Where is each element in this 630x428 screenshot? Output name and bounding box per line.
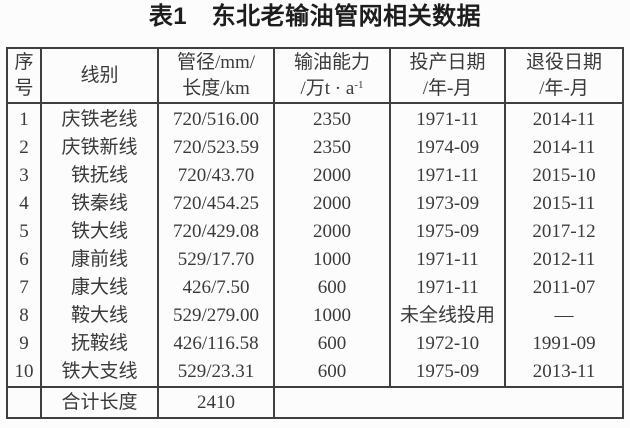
- cell-diameter-length: 426/7.50: [157, 274, 275, 302]
- cell-capacity: 2350: [273, 134, 391, 162]
- cell-seq: 9: [6, 330, 42, 358]
- table-body: 1 庆铁老线 720/516.00 2350 1971-11 2014-11 2…: [6, 103, 624, 387]
- cell-retire-date: 2014-11: [504, 134, 624, 162]
- cell-seq: 8: [6, 302, 42, 330]
- capacity-unit-superscript: -1: [354, 78, 364, 91]
- col-header-diameter-length: 管径/mm/ 长度/km: [157, 47, 275, 104]
- total-seq-empty-cell: [6, 386, 42, 419]
- cell-capacity: 600: [273, 358, 391, 387]
- col-header-commission-date: 投产日期 /年-月: [389, 47, 506, 104]
- col-header-line-name: 线别: [40, 47, 159, 104]
- table-row: 3 铁抚线 720/43.70 2000 1971-11 2015-10: [6, 162, 624, 190]
- table-row: 1 庆铁老线 720/516.00 2350 1971-11 2014-11: [6, 103, 624, 134]
- total-length-label: 合计长度: [40, 386, 159, 419]
- total-row: 合计长度 2410: [6, 386, 624, 419]
- table-row: 6 康前线 529/17.70 1000 1971-11 2012-11: [6, 246, 624, 274]
- cell-line-name: 铁抚线: [40, 162, 159, 190]
- pipeline-data-table: 序 号 线别 管径/mm/ 长度/km 输油能力 /万t · a-1 投产日期 …: [6, 47, 624, 419]
- col-header-capacity: 输油能力 /万t · a-1: [273, 47, 391, 104]
- cell-capacity: 2000: [273, 162, 391, 190]
- col-header-retire-date: 退役日期 /年-月: [504, 47, 624, 104]
- cell-line-name: 康大线: [40, 274, 159, 302]
- total-length-value: 2410: [157, 386, 275, 419]
- col-header-seq: 序 号: [6, 47, 42, 104]
- table-title: 表1 东北老输油管网相关数据: [148, 3, 482, 30]
- table-row: 7 康大线 426/7.50 600 1971-11 2011-07: [6, 274, 624, 302]
- cell-seq: 3: [6, 162, 42, 190]
- capacity-header-line2: /万t · a-1: [300, 77, 364, 99]
- cell-commission-date: 1973-09: [389, 190, 506, 218]
- cell-seq: 2: [6, 134, 42, 162]
- cell-capacity: 2000: [273, 218, 391, 246]
- table-row: 9 抚鞍线 426/116.58 600 1972-10 1991-09: [6, 330, 624, 358]
- cell-retire-date: 2013-11: [504, 358, 624, 387]
- cell-seq: 7: [6, 274, 42, 302]
- cell-commission-date: 1975-09: [389, 218, 506, 246]
- cell-capacity: 1000: [273, 302, 391, 330]
- cell-line-name: 抚鞍线: [40, 330, 159, 358]
- cell-retire-date: 1991-09: [504, 330, 624, 358]
- cell-capacity: 2350: [273, 103, 391, 134]
- total-empty-span-cell: [273, 386, 624, 419]
- cell-capacity: 600: [273, 330, 391, 358]
- cell-seq: 5: [6, 218, 42, 246]
- cell-commission-date: 未全线投用: [389, 302, 506, 330]
- cell-line-name: 庆铁老线: [40, 103, 159, 134]
- cell-seq: 4: [6, 190, 42, 218]
- capacity-header-line1: 输油能力: [293, 51, 370, 73]
- cell-commission-date: 1975-09: [389, 358, 506, 387]
- cell-commission-date: 1971-11: [389, 246, 506, 274]
- cell-retire-date: 2014-11: [504, 103, 624, 134]
- cell-diameter-length: 720/43.70: [157, 162, 275, 190]
- cell-diameter-length: 720/523.59: [157, 134, 275, 162]
- header-row: 序 号 线别 管径/mm/ 长度/km 输油能力 /万t · a-1 投产日期 …: [6, 47, 624, 104]
- table-row: 2 庆铁新线 720/523.59 2350 1974-09 2014-11: [6, 134, 624, 162]
- cell-diameter-length: 720/454.25: [157, 190, 275, 218]
- cell-capacity: 1000: [273, 246, 391, 274]
- cell-diameter-length: 529/23.31: [157, 358, 275, 387]
- cell-seq: 6: [6, 246, 42, 274]
- cell-line-name: 铁秦线: [40, 190, 159, 218]
- cell-commission-date: 1974-09: [389, 134, 506, 162]
- cell-retire-date: 2017-12: [504, 218, 624, 246]
- cell-capacity: 2000: [273, 190, 391, 218]
- cell-line-name: 鞍大线: [40, 302, 159, 330]
- cell-diameter-length: 720/516.00: [157, 103, 275, 134]
- cell-seq: 1: [6, 103, 42, 134]
- cell-commission-date: 1971-11: [389, 274, 506, 302]
- cell-commission-date: 1971-11: [389, 162, 506, 190]
- table-row: 4 铁秦线 720/454.25 2000 1973-09 2015-11: [6, 190, 624, 218]
- cell-seq: 10: [6, 358, 42, 387]
- cell-commission-date: 1972-10: [389, 330, 506, 358]
- cell-diameter-length: 426/116.58: [157, 330, 275, 358]
- cell-retire-date: 2012-11: [504, 246, 624, 274]
- table-row: 10 铁大支线 529/23.31 600 1975-09 2013-11: [6, 358, 624, 387]
- cell-diameter-length: 529/17.70: [157, 246, 275, 274]
- cell-line-name: 庆铁新线: [40, 134, 159, 162]
- cell-diameter-length: 529/279.00: [157, 302, 275, 330]
- cell-line-name: 康前线: [40, 246, 159, 274]
- cell-commission-date: 1971-11: [389, 103, 506, 134]
- cell-retire-date: 2015-11: [504, 190, 624, 218]
- table-header: 序 号 线别 管径/mm/ 长度/km 输油能力 /万t · a-1 投产日期 …: [6, 47, 624, 104]
- cell-retire-date: 2015-10: [504, 162, 624, 190]
- cell-capacity: 600: [273, 274, 391, 302]
- cell-line-name: 铁大线: [40, 218, 159, 246]
- table-row: 8 鞍大线 529/279.00 1000 未全线投用 —: [6, 302, 624, 330]
- cell-retire-date: —: [504, 302, 624, 330]
- table-footer: 合计长度 2410: [6, 386, 624, 419]
- table-row: 5 铁大线 720/429.08 2000 1975-09 2017-12: [6, 218, 624, 246]
- cell-line-name: 铁大支线: [40, 358, 159, 387]
- cell-diameter-length: 720/429.08: [157, 218, 275, 246]
- cell-retire-date: 2011-07: [504, 274, 624, 302]
